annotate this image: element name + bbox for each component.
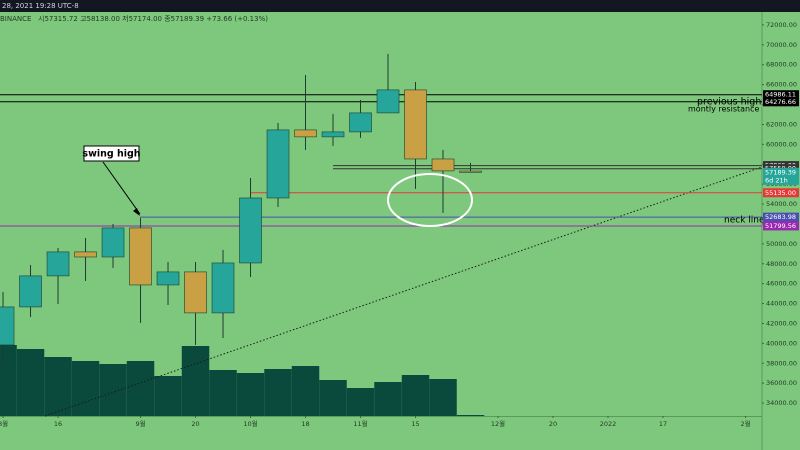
last-price-label: 57189.39 xyxy=(765,168,796,176)
volume-bar xyxy=(236,373,265,416)
y-tick-label: 50000.00 xyxy=(766,240,797,248)
y-tick-label: 44000.00 xyxy=(766,300,797,308)
annotation: montly resistance xyxy=(688,105,759,114)
candle-body xyxy=(459,170,482,173)
volume-bar xyxy=(374,382,402,416)
candle-body xyxy=(239,197,262,264)
ohlc-text: 시57315.72 고58138.00 저57174.00 종57189.39 … xyxy=(38,14,268,23)
volume-bar xyxy=(0,345,17,416)
level-label-box xyxy=(763,188,799,198)
arrow-head xyxy=(133,208,140,216)
candle-body xyxy=(266,129,290,199)
x-tick-label: 10월 xyxy=(243,419,257,428)
y-tick-label: 70000.00 xyxy=(766,41,797,49)
candle-body xyxy=(431,158,455,172)
candle-body xyxy=(19,275,42,308)
x-tick-label: 2022 xyxy=(600,420,617,428)
top-bar xyxy=(0,0,800,12)
candle-body xyxy=(349,112,372,133)
volume-layer xyxy=(0,345,485,416)
highlight-ellipse xyxy=(387,173,473,227)
volume-bar xyxy=(209,370,237,416)
volume-bar xyxy=(71,361,100,416)
y-tick-label: 40000.00 xyxy=(766,339,797,347)
level-label: 64276.66 xyxy=(765,98,796,106)
candle-body xyxy=(184,271,207,314)
x-tick-label: 9월 xyxy=(135,419,145,428)
volume-bar xyxy=(456,415,485,416)
y-tick-label: 54000.00 xyxy=(766,200,797,208)
candle-body xyxy=(101,227,125,258)
level-label-box xyxy=(763,97,799,107)
candle-body xyxy=(321,131,345,138)
candle-body xyxy=(74,251,97,258)
volume-bar xyxy=(16,349,45,416)
level-label: 51799.56 xyxy=(765,222,796,230)
candle-body xyxy=(46,251,70,277)
trend-line xyxy=(44,166,763,417)
volume-bar xyxy=(401,375,430,416)
level-label-box xyxy=(763,221,799,231)
volume-bar xyxy=(154,376,182,416)
x-tick-label: 17 xyxy=(659,420,667,428)
candle-body xyxy=(129,227,152,286)
level-label: 52683.98 xyxy=(765,213,796,221)
x-tick-label: 16 xyxy=(54,420,62,428)
annotation: neck line xyxy=(724,216,765,226)
y-tick-label: 36000.00 xyxy=(766,379,797,387)
candle-body xyxy=(294,129,317,138)
candles-layer xyxy=(0,53,482,360)
volume-bar xyxy=(99,364,127,416)
level-label: 64986.11 xyxy=(765,91,796,99)
volume-bar xyxy=(291,366,320,416)
x-tick-label: 11월 xyxy=(353,419,367,428)
candle-body xyxy=(404,89,427,160)
volume-bar xyxy=(429,379,457,416)
candle-body xyxy=(156,271,180,286)
volume-bar xyxy=(319,380,347,416)
y-tick-label: 72000.00 xyxy=(766,21,797,29)
level-label: 55135.00 xyxy=(765,189,796,197)
volume-bar xyxy=(126,361,155,416)
x-tick-label: 8월 xyxy=(0,419,8,428)
y-tick-label: 34000.00 xyxy=(766,399,797,407)
x-tick-label: 12월 xyxy=(491,419,505,428)
level-label-box xyxy=(763,90,799,100)
arrow xyxy=(102,161,141,215)
annotation: previous high xyxy=(697,97,761,108)
level-label-box xyxy=(763,212,799,222)
y-tick-label: 60000.00 xyxy=(766,140,797,148)
y-tick-label: 68000.00 xyxy=(766,61,797,69)
y-tick-label: 66000.00 xyxy=(766,81,797,89)
y-tick-label: 42000.00 xyxy=(766,319,797,327)
annotation-box xyxy=(83,145,140,162)
axis-layer: 34000.00 36000.00 38000.00 40000.00 42000.00… xyxy=(0,21,799,428)
x-tick-label: 20 xyxy=(549,420,557,428)
candle-body xyxy=(376,89,400,114)
volume-bar xyxy=(181,346,210,416)
y-tick-label: 48000.00 xyxy=(766,260,797,268)
volume-bar xyxy=(264,369,292,416)
volume-bar xyxy=(44,357,72,416)
x-tick-label: 18 xyxy=(301,420,309,428)
exchange: BINANCE xyxy=(0,15,31,23)
x-tick-label: 15 xyxy=(411,420,419,428)
x-tick-label: 20 xyxy=(191,420,199,428)
countdown: 6d 21h xyxy=(765,176,788,184)
x-tick-label: 2월 xyxy=(740,419,750,428)
y-tick-label: 38000.00 xyxy=(766,359,797,367)
candle-body xyxy=(0,306,15,346)
annotation: swing high xyxy=(82,149,140,160)
candle-body xyxy=(211,262,235,314)
header-time: 28, 2021 19:28 UTC-8 xyxy=(2,2,79,10)
last-price-box xyxy=(763,167,799,185)
y-tick-label: 46000.00 xyxy=(766,280,797,288)
y-tick-label: 62000.00 xyxy=(766,120,797,128)
volume-bar xyxy=(346,388,375,416)
